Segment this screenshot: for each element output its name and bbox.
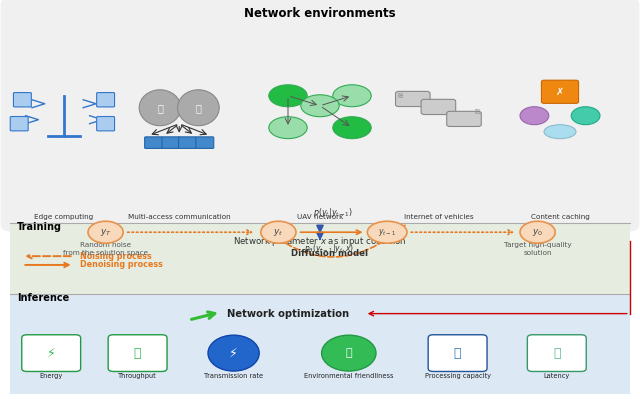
Text: $y_t$: $y_t$ xyxy=(273,227,284,238)
Text: Network parameter $x$ as input condition: Network parameter $x$ as input condition xyxy=(233,235,407,248)
Text: 📊: 📊 xyxy=(134,347,141,359)
Text: Processing capacity: Processing capacity xyxy=(424,373,491,379)
FancyBboxPatch shape xyxy=(13,93,31,107)
Text: 📡: 📡 xyxy=(195,103,202,113)
FancyBboxPatch shape xyxy=(162,137,180,148)
Text: $p(y_t|y_{t-1})$: $p(y_t|y_{t-1})$ xyxy=(313,206,353,219)
Text: 🌿: 🌿 xyxy=(346,348,352,358)
Text: 🕐: 🕐 xyxy=(553,347,561,359)
FancyBboxPatch shape xyxy=(97,117,115,131)
Text: $p_\theta(y_{t-1}|y_t, x)$: $p_\theta(y_{t-1}|y_t, x)$ xyxy=(305,242,355,255)
Ellipse shape xyxy=(269,117,307,139)
Ellipse shape xyxy=(178,90,220,126)
FancyBboxPatch shape xyxy=(428,335,487,371)
Text: Transmission rate: Transmission rate xyxy=(204,373,263,379)
FancyBboxPatch shape xyxy=(10,255,630,294)
Ellipse shape xyxy=(208,335,259,371)
FancyBboxPatch shape xyxy=(10,117,28,131)
Text: $y_T$: $y_T$ xyxy=(100,227,111,238)
Text: Noising process: Noising process xyxy=(80,252,152,261)
Ellipse shape xyxy=(88,221,124,243)
Text: Environmental friendliness: Environmental friendliness xyxy=(304,373,394,379)
Ellipse shape xyxy=(520,221,556,243)
Text: Random noise
from the solution space: Random noise from the solution space xyxy=(63,242,148,257)
Ellipse shape xyxy=(333,85,371,107)
Ellipse shape xyxy=(140,90,181,126)
FancyBboxPatch shape xyxy=(10,5,630,223)
Ellipse shape xyxy=(269,85,307,107)
FancyBboxPatch shape xyxy=(10,224,630,295)
Text: 🗄: 🗄 xyxy=(454,347,461,359)
Text: ⚡: ⚡ xyxy=(47,347,56,359)
Text: Latency: Latency xyxy=(543,373,570,379)
Text: Target high-quality
solution: Target high-quality solution xyxy=(504,242,572,257)
FancyBboxPatch shape xyxy=(22,335,81,371)
FancyBboxPatch shape xyxy=(396,91,430,107)
Ellipse shape xyxy=(520,107,548,125)
Ellipse shape xyxy=(544,124,576,139)
FancyBboxPatch shape xyxy=(179,137,196,148)
Text: Internet of vehicles: Internet of vehicles xyxy=(404,214,473,221)
Ellipse shape xyxy=(322,335,376,371)
Text: ⚡: ⚡ xyxy=(229,347,238,359)
Text: Edge computing: Edge computing xyxy=(35,214,93,221)
FancyBboxPatch shape xyxy=(447,111,481,126)
Text: $y_{t-1}$: $y_{t-1}$ xyxy=(378,227,396,238)
FancyBboxPatch shape xyxy=(97,93,115,107)
Text: Throughput: Throughput xyxy=(118,373,157,379)
Text: ≋: ≋ xyxy=(397,91,403,100)
FancyBboxPatch shape xyxy=(541,80,579,103)
Text: Energy: Energy xyxy=(40,373,63,379)
FancyBboxPatch shape xyxy=(527,335,586,371)
FancyBboxPatch shape xyxy=(145,137,163,148)
Text: Diffusion model: Diffusion model xyxy=(291,249,368,258)
FancyBboxPatch shape xyxy=(196,137,214,148)
Text: Inference: Inference xyxy=(17,293,70,303)
Text: ✗: ✗ xyxy=(556,87,564,97)
Ellipse shape xyxy=(367,221,407,243)
Text: 📡: 📡 xyxy=(157,103,163,113)
FancyBboxPatch shape xyxy=(1,0,639,231)
Ellipse shape xyxy=(333,117,371,139)
Text: Content caching: Content caching xyxy=(531,214,589,221)
Text: Network environments: Network environments xyxy=(244,8,396,20)
FancyBboxPatch shape xyxy=(10,294,630,394)
Text: Denoising process: Denoising process xyxy=(80,261,163,269)
Ellipse shape xyxy=(572,107,600,125)
Ellipse shape xyxy=(261,221,296,243)
Text: UAV network: UAV network xyxy=(297,214,343,221)
Text: ≋: ≋ xyxy=(474,107,480,116)
Text: $y_0$: $y_0$ xyxy=(532,227,543,238)
FancyBboxPatch shape xyxy=(421,99,456,115)
FancyBboxPatch shape xyxy=(108,335,167,371)
FancyBboxPatch shape xyxy=(10,223,630,255)
Text: Training: Training xyxy=(17,221,62,232)
Text: Network optimization: Network optimization xyxy=(227,308,349,319)
Ellipse shape xyxy=(301,95,339,117)
FancyArrowPatch shape xyxy=(262,225,405,257)
Text: Multi-access communication: Multi-access communication xyxy=(128,214,230,221)
